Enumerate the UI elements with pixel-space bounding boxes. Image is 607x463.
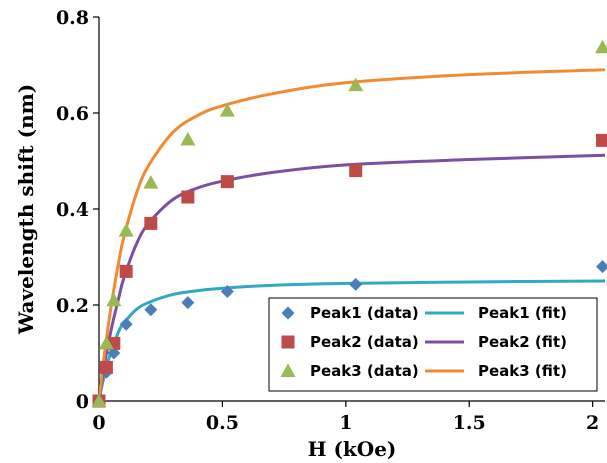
x-tick-label: 0.5 [206,412,239,434]
marker-peak2-data [144,216,158,230]
tick-labels: 0 0.2 0.4 0.6 0.8 0 0.5 1 1.5 2 [56,7,599,434]
marker-peak2-data [220,175,234,189]
y-tick-label: 0.6 [56,103,89,125]
x-tick-label: 2 [586,412,599,434]
legend-label: Peak2 (fit) [478,333,567,351]
y-tick-label: 0 [76,391,89,413]
legend: Peak1 (data) Peak1 (fit) Peak2 (data) Peak2… [268,297,598,392]
marker-peak1-data [144,303,158,317]
marker-peak2-data [99,360,113,374]
marker-peak3-data [91,393,107,407]
y-tick-label: 0.2 [56,295,89,317]
legend-label: Peak3 (data) [310,362,419,380]
y-tick-label: 0.8 [56,7,89,29]
legend-label: Peak1 (data) [310,304,419,322]
marker-peak1-data [596,260,607,274]
x-axis-title: H (kOe) [308,437,397,461]
marker-peak3-data [348,77,364,92]
legend-label: Peak3 (fit) [478,362,567,380]
legend-label: Peak1 (fit) [478,304,567,322]
marker-peak3-data [98,335,114,350]
marker-peak1-data [119,317,133,331]
marker-peak3-data [118,223,134,237]
legend-label: Peak2 (data) [310,333,419,351]
marker-peak1-data [349,277,363,291]
marker-peak3-data [143,175,159,189]
marker-peak2-data [349,164,363,178]
fit-line-peak2-fit [99,153,606,401]
y-tick-label: 0.4 [56,199,89,221]
marker-peak1-data [181,296,195,310]
fit-line-peak3-fit [99,68,606,401]
x-tick-label: 1 [339,412,352,434]
marker-peak3-data [219,103,235,117]
marker-peak3-data [106,292,122,307]
marker-peak2-data [119,264,133,278]
legend-marker [281,306,295,320]
axes [93,16,605,407]
y-axis-title: Wavelength shift (nm) [14,84,38,335]
marker-peak2-data [181,190,195,204]
marker-peak3-data [180,131,196,146]
marker-peak1-data [220,285,234,299]
legend-marker [280,363,296,377]
marker-peak2-data [596,133,607,147]
x-tick-label: 0 [92,412,105,434]
x-tick-label: 1.5 [453,412,486,434]
legend-marker [281,335,295,349]
marker-peak3-data [595,39,607,54]
data-markers [91,39,607,408]
